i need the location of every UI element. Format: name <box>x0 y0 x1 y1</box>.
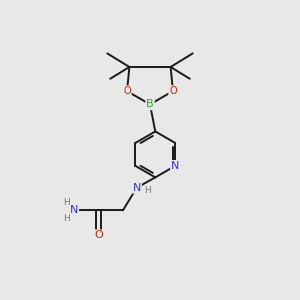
Text: H: H <box>145 186 151 195</box>
Text: B: B <box>146 99 154 110</box>
Text: N: N <box>171 161 179 171</box>
Text: O: O <box>123 86 131 96</box>
Text: N: N <box>70 206 78 215</box>
Text: N: N <box>133 183 141 193</box>
Text: H: H <box>63 198 70 207</box>
Text: O: O <box>94 230 103 240</box>
Text: H: H <box>63 214 70 223</box>
Text: O: O <box>169 86 177 96</box>
